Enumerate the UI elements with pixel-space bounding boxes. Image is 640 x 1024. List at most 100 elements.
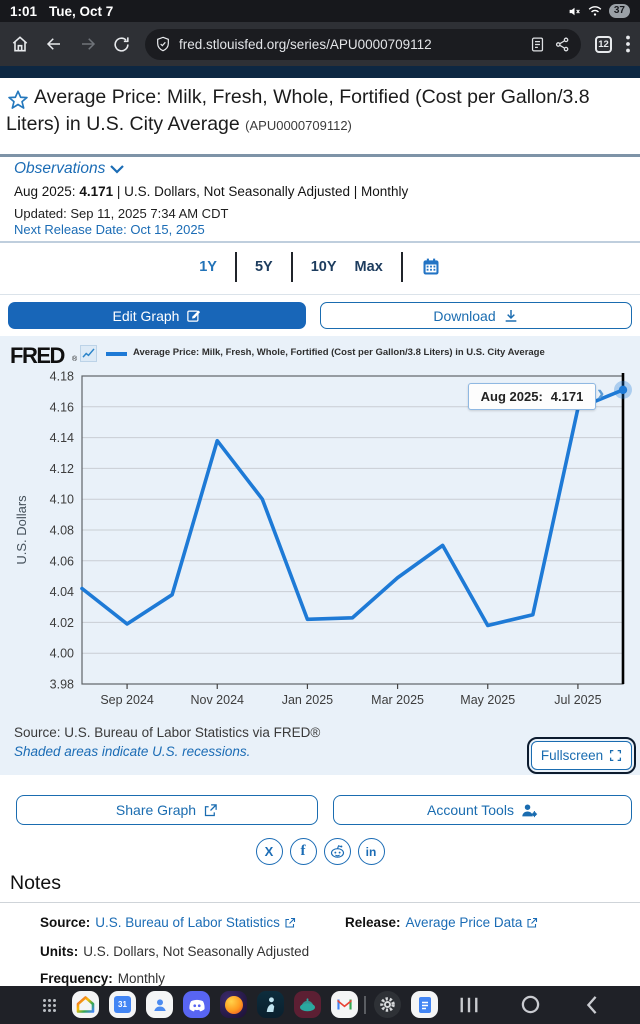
wifi-icon bbox=[588, 5, 602, 17]
range-1y[interactable]: 1Y bbox=[199, 259, 217, 275]
cooking-app-icon[interactable] bbox=[294, 991, 321, 1018]
svg-text:4.14: 4.14 bbox=[50, 431, 74, 445]
google-docs-app-icon[interactable] bbox=[411, 991, 438, 1018]
divider bbox=[0, 294, 640, 295]
observation-meta: | U.S. Dollars, Not Seasonally Adjusted … bbox=[116, 184, 409, 199]
reader-mode-icon[interactable] bbox=[529, 36, 546, 53]
forward-icon[interactable] bbox=[78, 35, 98, 53]
user-gear-icon bbox=[522, 803, 538, 817]
edit-graph-button[interactable]: Edit Graph bbox=[8, 302, 306, 329]
firefox-app-icon[interactable] bbox=[220, 991, 247, 1018]
tooltip-pointer: › bbox=[597, 380, 605, 405]
divider bbox=[0, 241, 640, 243]
observations-toggle[interactable]: Observations bbox=[14, 160, 125, 178]
status-bar: 1:01 Tue, Oct 7 37 bbox=[0, 0, 640, 22]
share-graph-label: Share Graph bbox=[115, 802, 197, 818]
url-text[interactable]: fred.stlouisfed.org/series/APU0000709112 bbox=[179, 36, 432, 52]
taskbar-divider bbox=[364, 996, 366, 1014]
chart-tooltip: Aug 2025: 4.171 bbox=[468, 383, 596, 410]
page-title: Average Price: Milk, Fresh, Whole, Forti… bbox=[6, 84, 636, 139]
range-10y[interactable]: 10Y bbox=[310, 259, 337, 275]
download-icon bbox=[505, 309, 516, 322]
contacts-app-icon[interactable] bbox=[146, 991, 173, 1018]
source-link[interactable]: U.S. Bureau of Labor Statistics bbox=[95, 915, 296, 930]
calendar-day: 31 bbox=[114, 996, 131, 1013]
observation-date: Aug 2025: bbox=[14, 184, 76, 199]
observation-value-line: Aug 2025: 4.171 | U.S. Dollars, Not Seas… bbox=[14, 184, 408, 199]
svg-text:Mar 2025: Mar 2025 bbox=[371, 693, 424, 707]
status-date: Tue, Oct 7 bbox=[49, 3, 114, 19]
divider bbox=[0, 154, 640, 157]
fred-logo: FRED bbox=[10, 343, 65, 368]
divider bbox=[290, 252, 293, 282]
svg-text:May 2025: May 2025 bbox=[460, 693, 515, 707]
site-security-icon[interactable] bbox=[155, 36, 171, 52]
download-button[interactable]: Download bbox=[320, 302, 632, 329]
recents-button[interactable] bbox=[455, 991, 483, 1018]
svg-text:Jan 2025: Jan 2025 bbox=[282, 693, 333, 707]
google-calendar-app-icon[interactable]: 31 bbox=[109, 991, 136, 1018]
url-bar[interactable]: fred.stlouisfed.org/series/APU0000709112 bbox=[145, 28, 581, 60]
home-icon[interactable] bbox=[10, 34, 30, 54]
calendar-icon[interactable] bbox=[421, 257, 441, 277]
svg-text:Jul 2025: Jul 2025 bbox=[554, 693, 601, 707]
units-value: U.S. Dollars, Not Seasonally Adjusted bbox=[83, 944, 310, 959]
svg-text:4.16: 4.16 bbox=[50, 400, 74, 414]
units-label: Units: bbox=[40, 944, 79, 959]
notes-source-row: Source: U.S. Bureau of Labor Statistics bbox=[40, 915, 296, 930]
apps-grid-icon[interactable] bbox=[42, 998, 57, 1013]
reddit-icon[interactable] bbox=[323, 838, 351, 865]
google-home-app-icon[interactable] bbox=[72, 991, 99, 1018]
discord-app-icon[interactable] bbox=[183, 991, 210, 1018]
kindle-app-icon[interactable] bbox=[257, 991, 284, 1018]
refresh-icon[interactable] bbox=[112, 35, 131, 54]
svg-text:4.12: 4.12 bbox=[50, 462, 74, 476]
legend-label: Average Price: Milk, Fresh, Whole, Forti… bbox=[133, 347, 545, 358]
share-out-icon bbox=[204, 803, 217, 816]
release-link-text: Average Price Data bbox=[405, 915, 523, 930]
favorite-star-icon[interactable] bbox=[7, 89, 29, 111]
mute-icon bbox=[568, 5, 581, 18]
clock: 1:01 bbox=[10, 3, 38, 19]
x-twitter-icon[interactable]: X bbox=[255, 838, 283, 865]
gmail-app-icon[interactable] bbox=[331, 991, 358, 1018]
fred-header-strip bbox=[0, 66, 640, 78]
range-max[interactable]: Max bbox=[354, 259, 383, 275]
chart-section: FRED ® Average Price: Milk, Fresh, Whole… bbox=[0, 336, 640, 775]
notes-units-row: Units: U.S. Dollars, Not Seasonally Adju… bbox=[40, 944, 309, 959]
frequency-value: Monthly bbox=[117, 971, 166, 986]
linkedin-icon[interactable]: in bbox=[357, 838, 385, 865]
legend-line-swatch bbox=[106, 352, 127, 356]
home-button[interactable] bbox=[516, 991, 544, 1018]
fullscreen-button[interactable]: Fullscreen bbox=[527, 737, 636, 774]
share-icon[interactable] bbox=[554, 36, 571, 53]
release-link[interactable]: Average Price Data bbox=[406, 915, 539, 930]
back-button[interactable] bbox=[578, 991, 606, 1018]
account-tools-button[interactable]: Account Tools bbox=[333, 795, 632, 825]
notes-release-row: Release: Average Price Data bbox=[345, 915, 538, 930]
price-line-chart[interactable]: 3.98 4.00 4.02 4.04 4.06 4.08 4.10 4.12 4.14 4.16… bbox=[0, 370, 640, 715]
range-5y[interactable]: 5Y bbox=[254, 259, 273, 275]
social-share-row: X f in bbox=[0, 838, 640, 865]
back-icon[interactable] bbox=[44, 35, 64, 53]
recession-note-link[interactable]: Shaded areas indicate U.S. recessions. bbox=[14, 744, 251, 759]
divider bbox=[0, 902, 640, 903]
fred-chart-glyph-icon bbox=[80, 345, 97, 362]
tab-counter[interactable]: 12 bbox=[595, 35, 612, 53]
browser-menu-icon[interactable] bbox=[626, 35, 630, 53]
settings-app-icon[interactable] bbox=[374, 991, 401, 1018]
edit-pencil-icon bbox=[187, 310, 201, 322]
share-graph-button[interactable]: Share Graph bbox=[16, 795, 318, 825]
frequency-label: Frequency: bbox=[40, 971, 113, 986]
svg-text:4.00: 4.00 bbox=[50, 647, 74, 661]
notes-heading: Notes bbox=[10, 872, 61, 894]
facebook-icon[interactable]: f bbox=[289, 838, 317, 865]
tooltip-date: Aug 2025: bbox=[480, 389, 543, 404]
fullscreen-label: Fullscreen bbox=[540, 748, 604, 763]
external-link-icon bbox=[285, 917, 295, 928]
divider bbox=[400, 252, 403, 282]
download-label: Download bbox=[433, 307, 496, 324]
notes-frequency-row: Frequency: Monthly bbox=[40, 971, 165, 986]
next-release-link[interactable]: Next Release Date: Oct 15, 2025 bbox=[14, 222, 205, 237]
